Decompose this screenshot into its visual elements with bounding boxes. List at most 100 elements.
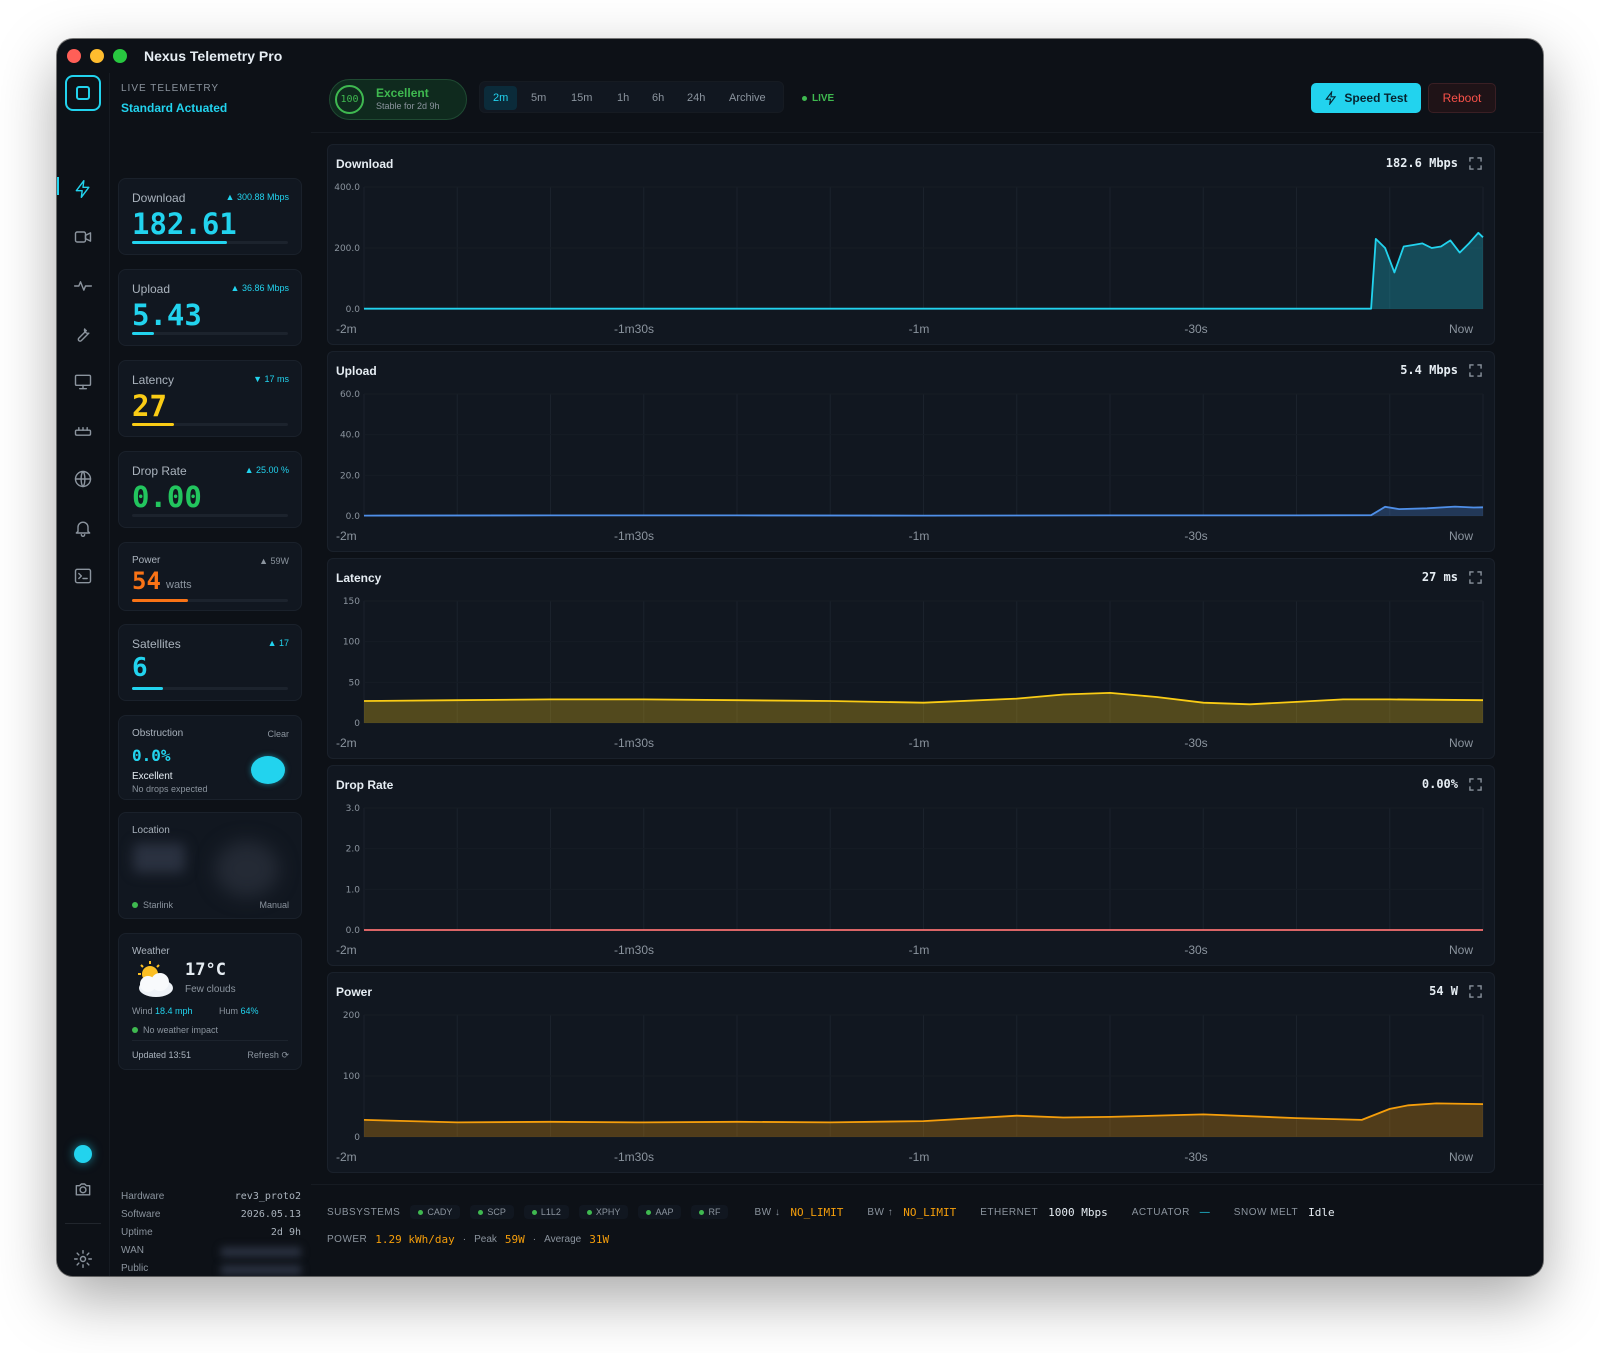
subsystem-chip[interactable]: RF — [691, 1205, 729, 1219]
expand-icon[interactable] — [1469, 364, 1482, 377]
range-15m[interactable]: 15m — [571, 92, 593, 104]
x-tick-label: -30s — [1184, 1150, 1207, 1164]
range-1h[interactable]: 1h — [617, 92, 630, 104]
weather-humidity: Hum 64% — [219, 1006, 259, 1016]
subsystem-chip[interactable]: CADY — [410, 1205, 461, 1219]
expand-icon[interactable] — [1469, 157, 1482, 170]
y-tick-label: 0 — [354, 1133, 360, 1143]
series-line — [363, 1102, 1484, 1124]
satellites-card[interactable]: Satellites ▲ 17 6 — [118, 624, 302, 701]
live-dot-icon — [802, 96, 807, 101]
speed-test-button[interactable]: Speed Test — [1311, 83, 1421, 113]
power-chart[interactable]: Power 54 W 200 100 0 -2m -1m30s -1m -30s Now — [327, 972, 1495, 1173]
wrench-icon[interactable] — [71, 322, 95, 346]
drop-rate-card[interactable]: Drop Rate ▲ 25.00 % 0.00 — [118, 451, 302, 528]
range-24h[interactable]: 24h — [687, 92, 706, 104]
snow-melt-label: SNOW MELT — [1233, 1206, 1299, 1218]
obstruction-label: Obstruction — [132, 728, 184, 739]
x-tick-label: -1m30s — [614, 736, 654, 750]
x-tick-label: -1m30s — [614, 322, 654, 336]
expand-icon[interactable] — [1469, 985, 1482, 998]
minimize-window-button[interactable] — [90, 49, 104, 63]
bell-icon[interactable] — [71, 516, 95, 540]
download-chart[interactable]: Download 182.6 Mbps 400.0 200.0 0.0 -2m -1m30s… — [327, 144, 1495, 345]
obstruction-map-icon — [251, 756, 285, 784]
telemetry-sidebar: LIVE TELEMETRY Standard Actuated Downloa… — [110, 73, 311, 1276]
range-5m[interactable]: 5m — [531, 92, 547, 104]
app-logo-icon[interactable] — [65, 75, 101, 111]
subsystem-ok-icon — [646, 1209, 652, 1215]
weather-updated: Updated 13:51 — [132, 1050, 192, 1060]
subsystem-chip[interactable]: SCP — [470, 1205, 514, 1219]
x-tick-label: -1m30s — [614, 1150, 654, 1164]
connection-status-pill[interactable]: 100 Excellent Stable for 2d 9h — [329, 79, 467, 120]
location-mode[interactable]: Manual — [259, 900, 289, 910]
drop-rate-label: Drop Rate — [132, 464, 187, 478]
x-tick-label: -1m — [909, 736, 930, 750]
range-2m[interactable]: 2m — [484, 86, 518, 110]
latency-card[interactable]: Latency ▼ 17 ms 27 — [118, 360, 302, 437]
x-tick-label: Now — [1449, 736, 1473, 750]
subsystem-name: RF — [708, 1207, 721, 1217]
refresh-icon: ⟳ — [281, 1050, 289, 1060]
video-icon[interactable] — [71, 225, 95, 249]
obstruction-card[interactable]: Obstruction Clear 0.0% Excellent No drop… — [118, 715, 302, 800]
chart-title: Latency — [336, 571, 382, 585]
upload-card[interactable]: Upload ▲ 36.86 Mbps 5.43 — [118, 269, 302, 346]
public-label: Public — [121, 1263, 149, 1274]
subsystem-ok-icon — [418, 1209, 424, 1215]
subsystem-name: CADY — [427, 1207, 453, 1217]
download-card[interactable]: Download ▲ 300.88 Mbps 182.61 — [118, 178, 302, 255]
weather-refresh-button[interactable]: Refresh ⟳ — [247, 1050, 289, 1061]
subsystem-chip[interactable]: L1L2 — [523, 1205, 569, 1219]
camera-icon[interactable] — [71, 1177, 95, 1201]
y-tick-label: 0 — [354, 719, 360, 729]
drop-rate-chart[interactable]: Drop Rate 0.00% 3.0 2.0 1.0 0.0 -2m -1m30s -1m -3… — [327, 765, 1495, 966]
router-icon[interactable] — [71, 419, 95, 443]
globe-icon[interactable] — [71, 467, 95, 491]
connection-status-icon[interactable] — [74, 1145, 92, 1163]
satellites-value: 6 — [132, 653, 148, 683]
reboot-button[interactable]: Reboot — [1428, 83, 1496, 113]
subsystem-chip[interactable]: AAP — [638, 1205, 682, 1219]
obstruction-note: No drops expected — [132, 784, 208, 794]
range-6h[interactable]: 6h — [652, 92, 665, 104]
chart-plot: 150 100 50 0 -2m -1m30s -1m -30s Now — [336, 597, 1484, 750]
latency-chart[interactable]: Latency 27 ms 150 100 50 0 -2m -1m30s -1m -30s Now — [327, 558, 1495, 759]
wind-value: 18.4 mph — [155, 1006, 193, 1016]
live-label: LIVE — [812, 93, 835, 104]
power-per-day: 1.29 kWh/day — [375, 1233, 455, 1246]
upload-chart[interactable]: Upload 5.4 Mbps 60.0 40.0 20.0 0.0 -2m -1m30s -1… — [327, 351, 1495, 552]
power-bar — [132, 599, 189, 602]
x-tick-label: -30s — [1184, 322, 1207, 336]
weather-card[interactable]: Weather 17°C Few clouds Wind 18.4 mph Hu… — [118, 933, 302, 1070]
series-line — [363, 692, 1484, 706]
range-archive[interactable]: Archive — [729, 92, 766, 104]
satellites-bar — [132, 687, 164, 690]
expand-icon[interactable] — [1469, 571, 1482, 584]
latency-value: 27 — [132, 389, 167, 423]
footer-row-subsystems: SUBSYSTEMS CADY SCP L1L2 XPHY AAP RF BW … — [327, 1205, 1335, 1219]
monitor-icon[interactable] — [71, 370, 95, 394]
weather-wind: Wind 18.4 mph — [132, 1006, 193, 1016]
terminal-icon[interactable] — [71, 564, 95, 588]
close-window-button[interactable] — [67, 49, 81, 63]
top-bar: 100 Excellent Stable for 2d 9h 2m 5m 15m… — [311, 73, 1543, 133]
pulse-icon[interactable] — [71, 274, 95, 298]
power-card[interactable]: Power ▲ 59W 54 watts — [118, 542, 302, 611]
software-value: 2026.05.13 — [240, 1209, 301, 1220]
latency-label: Latency — [132, 373, 175, 387]
maximize-window-button[interactable] — [113, 49, 127, 63]
location-coords-redacted — [133, 843, 185, 873]
weather-label: Weather — [132, 946, 170, 957]
wind-label: Wind — [132, 1006, 153, 1016]
bolt-icon[interactable] — [71, 177, 95, 201]
location-map-redacted — [215, 841, 279, 897]
subsystem-chip[interactable]: XPHY — [578, 1205, 629, 1219]
location-card[interactable]: Location Starlink Manual — [118, 812, 302, 919]
health-stability: Stable for 2d 9h — [376, 101, 440, 111]
expand-icon[interactable] — [1469, 778, 1482, 791]
uptime-label: Uptime — [121, 1227, 153, 1238]
upload-bar — [132, 332, 154, 335]
gear-icon[interactable] — [71, 1247, 95, 1271]
